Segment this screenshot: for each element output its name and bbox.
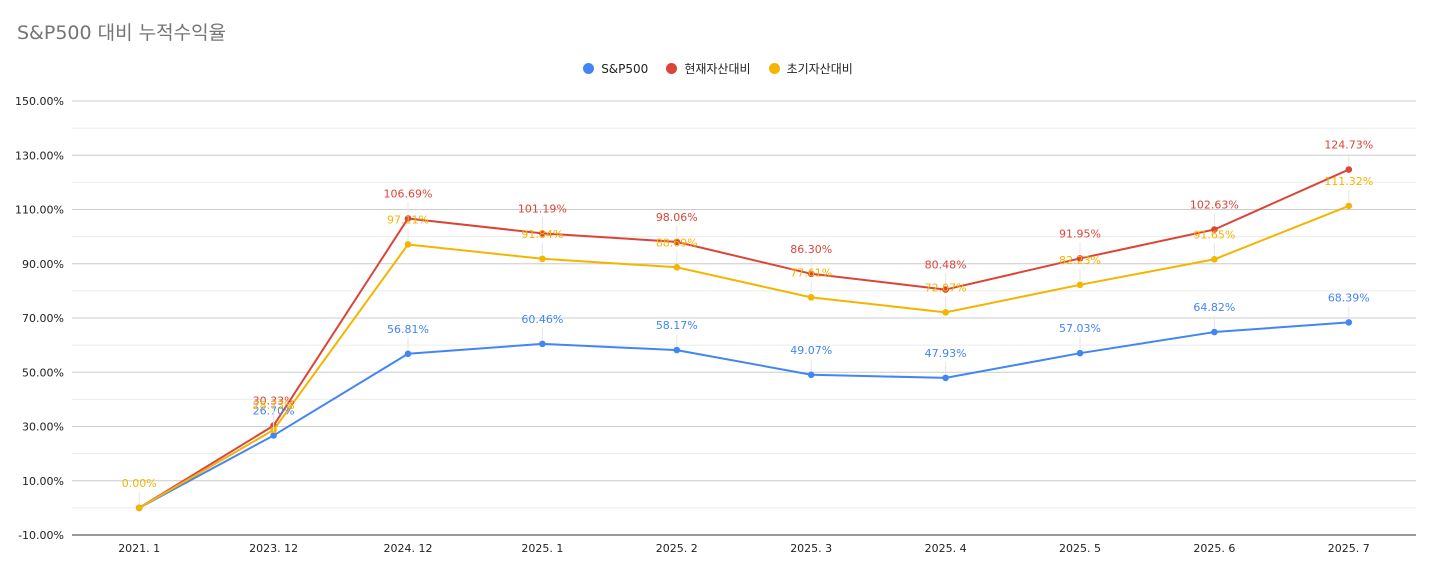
chart-title: S&P500 대비 누적수익율 [17,22,227,44]
y-tick-label: 130.00% [15,149,64,162]
data-label: 47.93% [925,347,967,360]
data-label: 98.06% [656,211,698,224]
data-point [270,432,277,439]
y-tick-label: 90.00% [22,258,64,271]
data-label: 60.46% [521,313,563,326]
data-label: 49.07% [790,344,832,357]
data-label: 72.07% [925,281,967,294]
data-point [404,241,412,248]
legend-marker-icon [768,63,780,74]
data-point [539,255,546,263]
x-tick-label: 2025. 4 [925,542,967,555]
data-label: 101.19% [518,202,567,215]
data-label: 102.63% [1190,198,1239,211]
data-label: 64.82% [1193,301,1235,314]
data-point [1076,349,1084,357]
data-point [404,350,412,358]
x-tick-label: 2025. 2 [656,542,698,555]
data-point [1211,255,1218,263]
y-tick-label: 70.00% [22,312,64,325]
data-point [807,270,815,278]
data-label: 91.95% [1059,227,1101,240]
y-tick-label: 10.00% [22,475,64,488]
series-line [138,204,1350,509]
data-label: 80.48% [925,259,967,272]
x-tick-label: 2024. 12 [384,542,433,555]
legend-label: 현재자산대비 [684,62,751,76]
y-tick-label: 30.00% [22,421,64,434]
data-label: 111.32% [1324,175,1373,188]
legend-item-initial-assets[interactable]: 초기자산대비 [768,60,853,77]
chart-legend: S&P500 현재자산대비 초기자산대비 [0,60,1436,77]
data-point [673,346,681,354]
data-label: 30.33% [253,395,295,408]
data-point [673,264,681,271]
data-point [942,374,949,382]
data-label: 88.69% [656,236,698,249]
x-tick-label: 2025. 3 [790,542,832,555]
legend-marker-icon [666,63,678,74]
y-tick-label: 50.00% [22,366,64,379]
data-label: 57.03% [1059,322,1101,335]
y-tick-label: 110.00% [15,204,64,217]
data-label: 0.00% [122,477,157,490]
data-label: 77.61% [790,266,832,279]
x-tick-label: 2023. 12 [249,542,298,555]
legend-marker-icon [583,63,595,74]
data-point [539,340,546,348]
legend-item-sp500[interactable]: S&P500 [583,60,648,77]
data-point [942,286,949,293]
data-point [1076,255,1084,262]
data-point [942,309,949,316]
data-label: 91.65% [1193,228,1235,241]
data-label: 82.23% [1059,254,1101,267]
data-label: 91.84% [521,228,563,241]
data-label: 56.81% [387,323,429,336]
data-point [1345,166,1353,173]
data-point [539,230,546,237]
series-line [138,168,1350,509]
x-tick-label: 2025. 6 [1193,542,1235,555]
x-tick-label: 2025. 1 [521,542,563,555]
y-tick-label: -10.00% [18,529,64,542]
series-line [138,321,1349,509]
legend-label: 초기자산대비 [786,62,853,76]
data-label: 86.30% [790,243,832,256]
data-point [673,238,681,246]
data-label: 124.73% [1324,139,1373,152]
data-label: 58.17% [656,319,698,332]
x-tick-label: 2021. 1 [118,542,160,555]
data-label: 106.69% [384,187,433,200]
data-point [1345,319,1353,326]
y-tick-label: 150.00% [15,95,64,108]
data-point [135,504,143,512]
data-label: 28.73% [253,399,295,412]
x-tick-label: 2025. 7 [1328,542,1370,555]
data-label: 68.39% [1328,291,1370,304]
data-point [1076,281,1084,289]
data-point [1211,328,1218,336]
data-point [1345,202,1353,210]
data-point [807,294,815,301]
data-point [1211,226,1218,233]
x-tick-label: 2025. 5 [1059,542,1101,555]
legend-label: S&P500 [601,61,649,76]
legend-item-current-assets[interactable]: 현재자산대비 [666,60,751,77]
data-point [807,371,815,379]
data-label: 97.11% [387,213,429,226]
data-point [404,215,412,222]
